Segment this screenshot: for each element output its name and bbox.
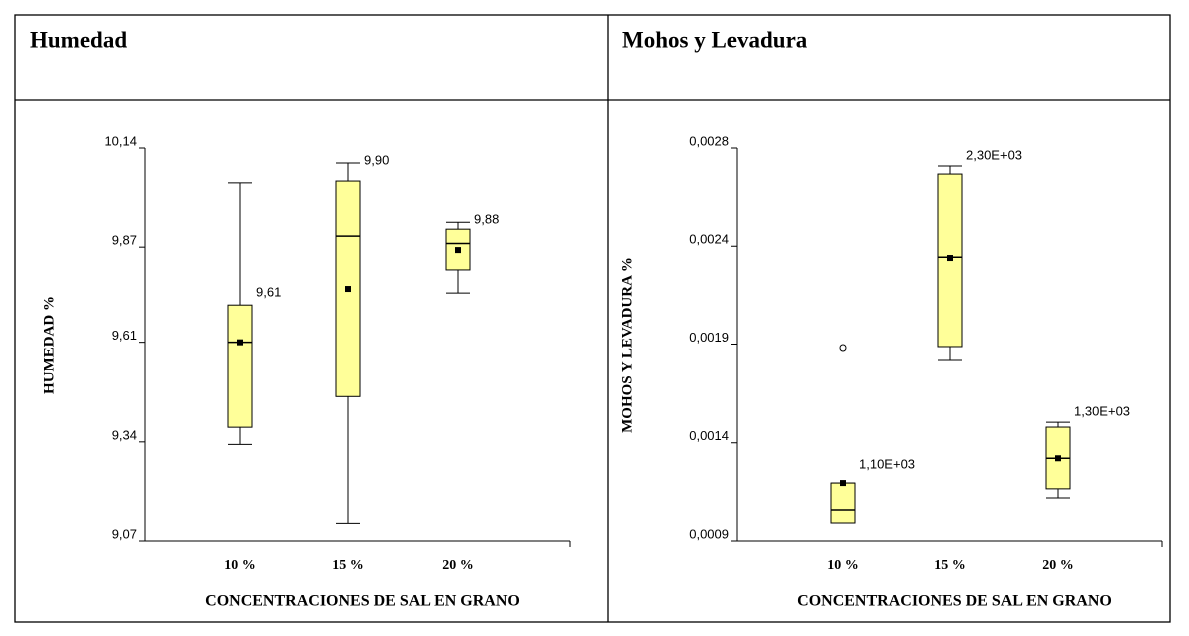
x-tick-label: 20 % — [1042, 558, 1074, 573]
y-tick-label: 9,07 — [112, 526, 137, 541]
x-tick-label: 15 % — [332, 558, 364, 573]
mean — [840, 480, 846, 487]
mean — [1055, 455, 1061, 462]
annotation: 2,30E+03 — [966, 147, 1022, 162]
table-borders — [14, 14, 1171, 623]
value-label: 9,88 — [474, 212, 499, 227]
y-tick-label: 0,0028 — [689, 133, 729, 148]
box — [830, 482, 856, 524]
y-tick-label: 0,0009 — [689, 526, 729, 541]
mean — [345, 286, 351, 293]
y-tick-label: 0,0014 — [689, 428, 729, 443]
x-tick-label: 10 % — [224, 558, 256, 573]
x-tick-label: 10 % — [827, 558, 859, 573]
y-axis-label: MOHOS Y LEVADURA % — [619, 257, 635, 433]
x-tick-label: 15 % — [934, 558, 966, 573]
value-label: 9,90 — [364, 152, 389, 167]
annotation: 1,30E+03 — [1074, 404, 1130, 419]
y-tick-label: 9,61 — [112, 328, 137, 343]
x-tick-label: 20 % — [442, 558, 474, 573]
y-tick-label: 0,0019 — [689, 330, 729, 345]
table-frame — [14, 14, 1171, 623]
x-axis-label: CONCENTRACIONES DE SAL EN GRANO — [205, 593, 520, 610]
mean — [237, 339, 243, 346]
y-tick-label: 10,14 — [104, 133, 137, 148]
value-label: 9,61 — [256, 285, 281, 300]
y-tick-label: 9,87 — [112, 233, 137, 248]
y-tick-label: 0,0024 — [689, 232, 729, 247]
cell-title: Humedad — [30, 27, 127, 52]
annotation: 1,10E+03 — [859, 457, 915, 472]
y-axis-label: HUMEDAD % — [41, 296, 57, 394]
mean — [947, 255, 953, 262]
y-tick-label: 9,34 — [112, 427, 137, 442]
cell-title: Mohos y Levadura — [622, 27, 808, 52]
mean — [455, 247, 461, 254]
box — [227, 304, 253, 428]
x-axis-label: CONCENTRACIONES DE SAL EN GRANO — [797, 593, 1112, 610]
outlier — [839, 344, 847, 352]
